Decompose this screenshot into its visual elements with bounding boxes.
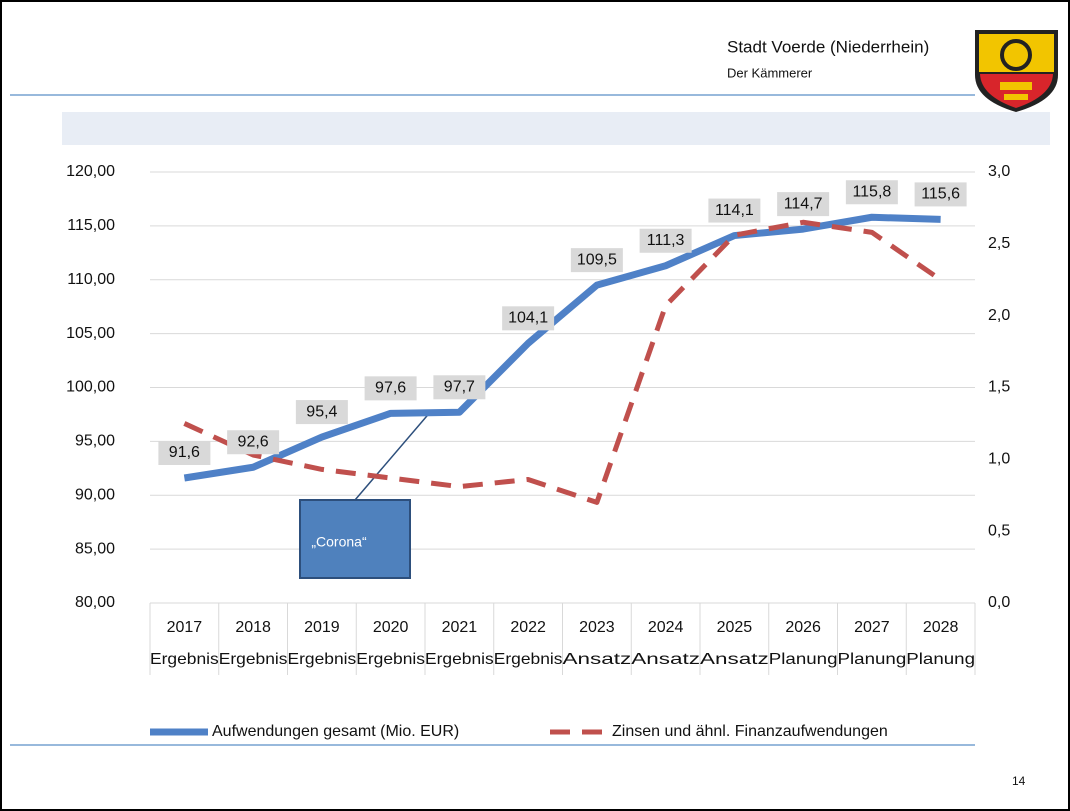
annotation-connector xyxy=(354,409,433,501)
x-tick-sublabel: Ergebnis xyxy=(425,651,494,668)
data-label: 97,6 xyxy=(375,380,406,397)
x-tick-sublabel: Ergebnis xyxy=(494,651,563,668)
x-tick-sublabel: Planung xyxy=(906,651,975,668)
x-tick-sublabel: Ergebnis xyxy=(288,651,357,668)
y-tick-label: 120,00 xyxy=(66,163,115,180)
title-band xyxy=(62,112,1050,145)
series-line xyxy=(183,213,941,482)
y2-tick-label: 2,0 xyxy=(988,307,1010,324)
page-number: 14 xyxy=(1012,774,1026,788)
data-label: 95,4 xyxy=(306,403,337,420)
legend-label: Aufwendungen gesamt (Mio. EUR) xyxy=(212,723,459,740)
data-label: 91,6 xyxy=(169,444,200,461)
data-label: 114,1 xyxy=(715,202,754,219)
y-tick-label: 90,00 xyxy=(75,486,115,503)
y2-tick-label: 1,5 xyxy=(988,379,1010,396)
data-label-bg xyxy=(158,441,211,466)
header-title: Stadt Voerde (Niederrhein) xyxy=(727,37,929,56)
x-tick-sublabel: Ergebnis xyxy=(356,651,425,668)
data-label-bg xyxy=(914,182,967,207)
data-label-bg xyxy=(777,192,830,217)
x-tick-sublabel: Planung xyxy=(838,651,907,668)
data-label: 104,1 xyxy=(508,310,548,327)
data-label: 109,5 xyxy=(577,251,617,268)
x-tick-label: 2021 xyxy=(442,619,478,636)
data-label-bg xyxy=(227,430,280,455)
data-label-bg xyxy=(845,180,898,205)
y2-tick-label: 0,0 xyxy=(988,594,1010,611)
x-tick-label: 2018 xyxy=(235,619,271,636)
x-tick-label: 2020 xyxy=(373,619,409,636)
data-label-bg xyxy=(295,400,348,425)
series-line xyxy=(183,219,943,505)
y-tick-label: 110,00 xyxy=(67,271,115,288)
annotation-text: „Corona“ xyxy=(311,534,367,550)
data-label-bg xyxy=(639,228,692,253)
data-label-bg xyxy=(364,376,417,401)
data-label: 115,6 xyxy=(921,186,960,203)
data-label-bg xyxy=(433,375,486,400)
x-tick-label: 2017 xyxy=(167,619,203,636)
x-tick-label: 2026 xyxy=(785,619,821,636)
y-tick-label: 105,00 xyxy=(66,325,115,342)
data-label-bg xyxy=(502,306,555,331)
x-tick-label: 2019 xyxy=(304,619,340,636)
y-tick-label: 115,00 xyxy=(67,217,115,234)
x-tick-label: 2022 xyxy=(510,619,546,636)
data-label: 114,7 xyxy=(784,195,823,212)
y2-tick-label: 2,5 xyxy=(988,235,1010,252)
annotation-box xyxy=(299,499,411,579)
x-tick-sublabel: Planung xyxy=(769,651,838,668)
coat-of-arms xyxy=(975,30,1058,112)
x-tick-sublabel: Ansatz xyxy=(563,651,632,668)
x-tick-sublabel: Ergebnis xyxy=(150,651,219,668)
data-label: 97,7 xyxy=(444,379,475,396)
x-tick-label: 2025 xyxy=(717,619,753,636)
data-label: 111,3 xyxy=(647,232,685,249)
header-subtitle: Der Kämmerer xyxy=(727,65,813,80)
x-tick-label: 2027 xyxy=(854,619,890,636)
y-tick-label: 100,00 xyxy=(66,379,115,396)
y-tick-label: 80,00 xyxy=(75,594,115,611)
legend-label: Zinsen und ähnl. Finanzaufwendungen xyxy=(612,723,888,740)
y2-tick-label: 0,5 xyxy=(988,522,1010,539)
y-tick-label: 85,00 xyxy=(75,540,115,557)
data-label-bg xyxy=(708,198,761,223)
data-label-bg xyxy=(570,248,623,273)
y-tick-label: 95,00 xyxy=(75,433,115,450)
y2-tick-label: 1,0 xyxy=(988,451,1010,468)
y2-tick-label: 3,0 xyxy=(988,163,1010,180)
data-label: 115,8 xyxy=(852,183,891,200)
x-tick-sublabel: Ergebnis xyxy=(219,651,288,668)
x-tick-label: 2024 xyxy=(648,619,684,636)
x-tick-label: 2023 xyxy=(579,619,615,636)
data-label: 92,6 xyxy=(238,433,269,450)
x-tick-label: 2028 xyxy=(923,619,959,636)
x-tick-sublabel: Ansatz xyxy=(700,651,769,668)
x-tick-sublabel: Ansatz xyxy=(631,651,700,668)
